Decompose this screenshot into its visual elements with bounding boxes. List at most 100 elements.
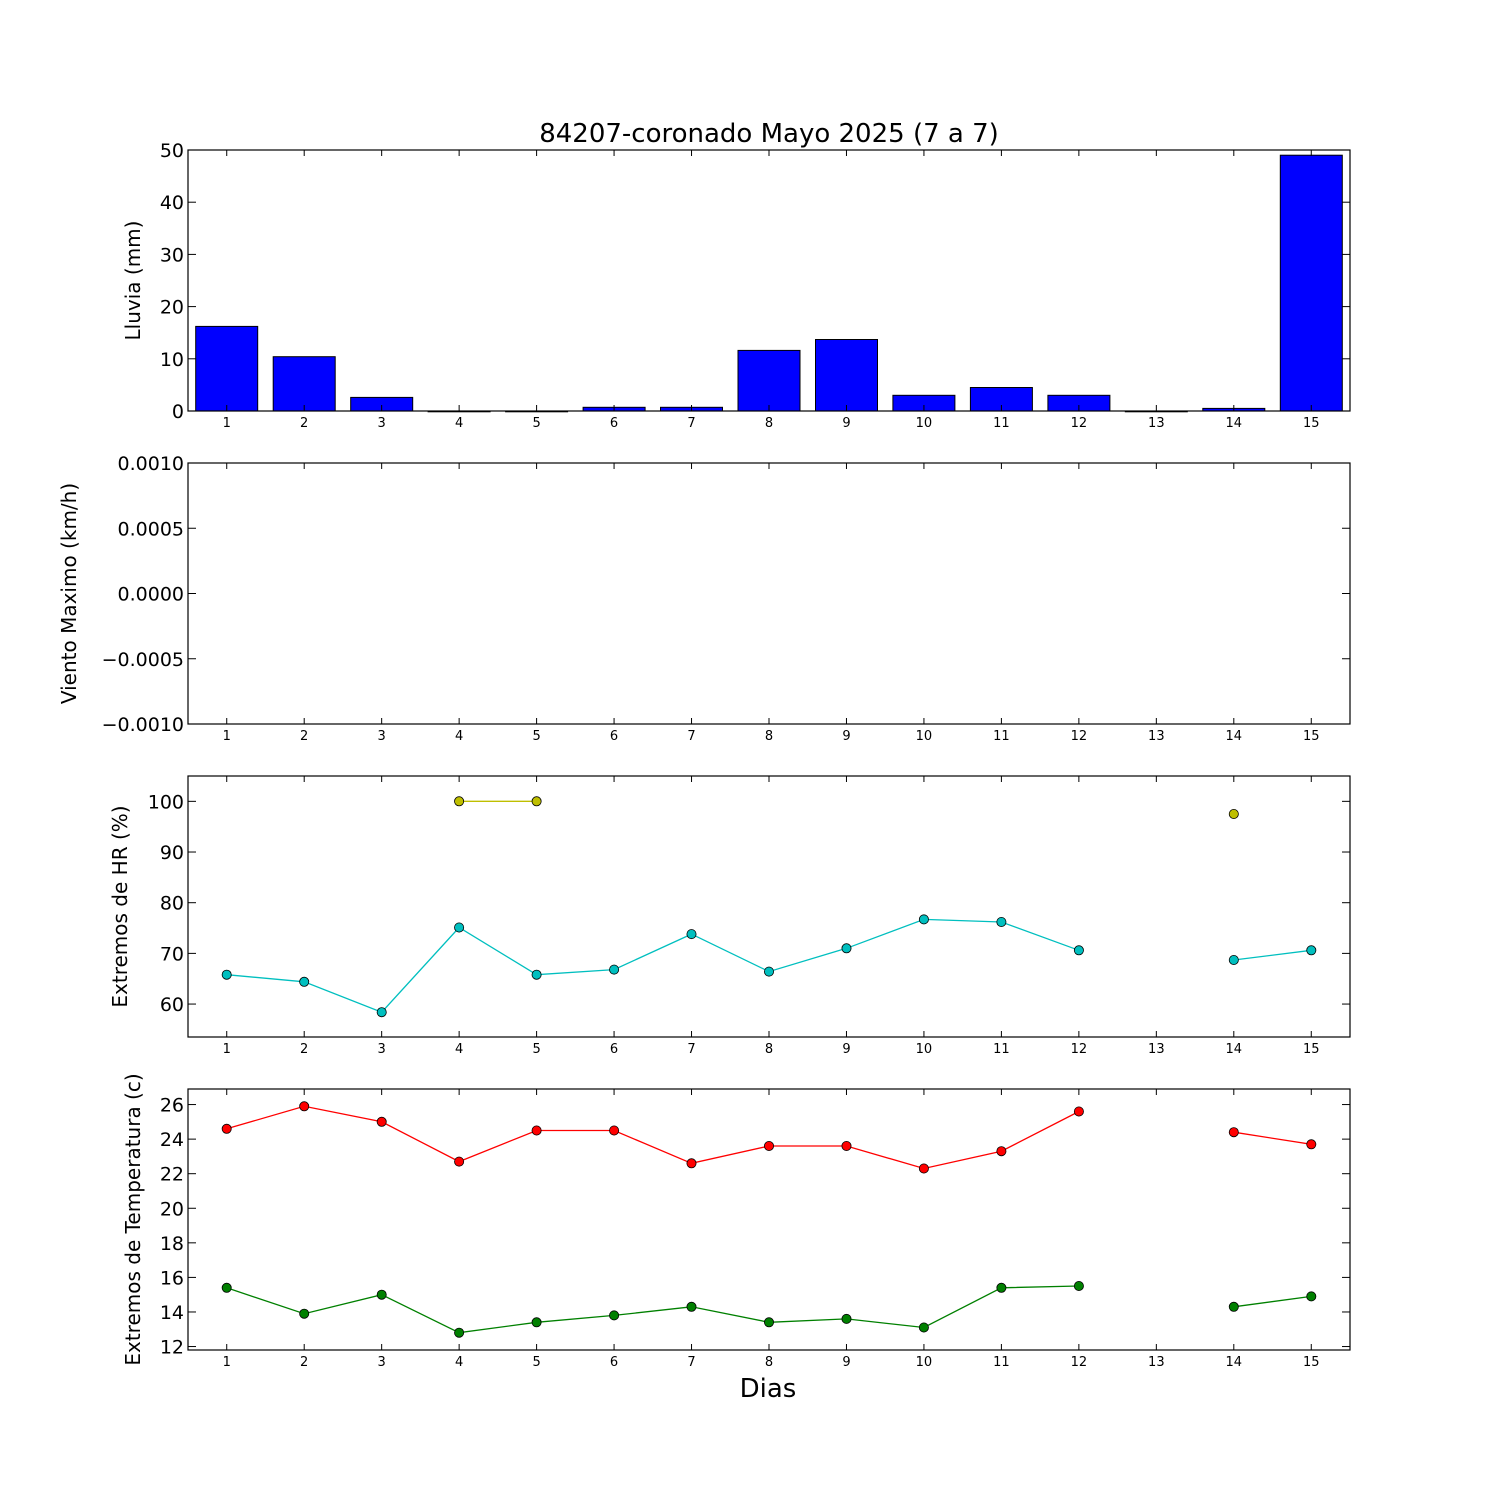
data-point: [221, 1123, 232, 1134]
bar: [272, 356, 336, 412]
y-tick-label: 18: [160, 1233, 184, 1255]
y-tick-label: 14: [160, 1302, 184, 1324]
data-point: [454, 1156, 465, 1167]
x-tick-label: 9: [842, 416, 850, 431]
x-tick-label: 5: [532, 416, 540, 431]
data-point: [918, 1322, 929, 1333]
x-tick-label: 14: [1226, 1042, 1243, 1057]
x-tick-label: 3: [378, 1042, 386, 1057]
y-tick-label: 50: [160, 140, 184, 162]
x-tick-label: 14: [1226, 416, 1243, 431]
x-tick-label: 3: [378, 729, 386, 744]
panel-4: 1 2 3 4 5 6 7 8 9 10 11 12 13 14 151214161820222426Ext…: [121, 1073, 1351, 1370]
series-line: [1233, 1131, 1312, 1145]
data-point: [609, 1310, 620, 1321]
data-point: [686, 1158, 697, 1169]
y-tick-label: 20: [160, 1198, 184, 1220]
data-point: [531, 1317, 542, 1328]
x-axis-label: Dias: [740, 1374, 797, 1404]
x-tick-label: 11: [993, 1042, 1010, 1057]
bar: [737, 349, 801, 412]
y-tick-label: 16: [160, 1267, 184, 1289]
x-tick-label: 8: [765, 416, 773, 431]
x-tick-label: 15: [1303, 1042, 1320, 1057]
y-tick-label: 40: [160, 192, 184, 214]
x-tick-label: 3: [378, 1355, 386, 1370]
data-point: [609, 964, 620, 975]
data-point: [454, 1327, 465, 1338]
data-point: [841, 1313, 852, 1324]
x-tick-label: 7: [687, 1355, 695, 1370]
x-tick-label: 14: [1226, 729, 1243, 744]
y-tick-label: 30: [160, 244, 184, 266]
x-tick-label: 7: [687, 416, 695, 431]
data-point: [376, 1007, 387, 1018]
axes-frame: [187, 1088, 1351, 1351]
data-point: [1228, 1127, 1239, 1138]
data-point: [686, 929, 697, 940]
y-tick-label: 90: [160, 842, 184, 864]
x-tick-label: 4: [455, 729, 463, 744]
x-tick-label: 13: [1148, 1355, 1165, 1370]
bar: [1279, 154, 1343, 412]
series-line: [1233, 1295, 1312, 1308]
data-point: [531, 1125, 542, 1136]
x-tick-label: 6: [610, 729, 618, 744]
y-axis-label: Viento Maximo (km/h): [57, 483, 81, 704]
x-tick-label: 13: [1148, 729, 1165, 744]
x-tick-label: 5: [532, 1042, 540, 1057]
axes-frame: [187, 462, 1351, 725]
x-tick-label: 5: [532, 729, 540, 744]
data-point: [1073, 945, 1084, 956]
data-point: [376, 1116, 387, 1127]
series-line: [226, 918, 1080, 1013]
bar: [815, 339, 878, 412]
x-tick-label: 4: [455, 1042, 463, 1057]
x-tick-label: 3: [378, 416, 386, 431]
data-point: [454, 922, 465, 933]
y-tick-label: 0.0005: [118, 518, 184, 540]
data-point: [996, 1146, 1007, 1157]
x-tick-label: 13: [1148, 1042, 1165, 1057]
x-tick-label: 9: [842, 729, 850, 744]
x-tick-label: 12: [1071, 1355, 1088, 1370]
data-point: [1306, 1291, 1317, 1302]
x-tick-label: 11: [993, 729, 1010, 744]
y-tick-label: 70: [160, 943, 184, 965]
x-tick-label: 1: [223, 416, 231, 431]
x-tick-label: 6: [610, 1042, 618, 1057]
data-point: [841, 943, 852, 954]
series-line: [1233, 949, 1312, 961]
data-point: [1228, 809, 1239, 820]
y-tick-label: 80: [160, 893, 184, 915]
x-tick-label: 1: [223, 729, 231, 744]
x-tick-label: 15: [1303, 729, 1320, 744]
y-tick-label: 0.0010: [118, 453, 184, 475]
series-line: [226, 1105, 1080, 1170]
x-tick-label: 2: [300, 416, 308, 431]
x-tick-label: 1: [223, 1355, 231, 1370]
y-axis-label: Extremos de HR (%): [108, 805, 132, 1007]
panel-3: 1 2 3 4 5 6 7 8 9 10 11 12 13 14 1560708090100Extremos…: [108, 775, 1351, 1057]
data-point: [764, 1317, 775, 1328]
y-tick-label: 100: [148, 791, 184, 813]
x-tick-label: 6: [610, 416, 618, 431]
data-point: [454, 796, 465, 807]
x-tick-label: 14: [1226, 1355, 1243, 1370]
x-tick-label: 4: [455, 416, 463, 431]
series-line: [226, 1285, 1079, 1334]
axes-frame: [187, 775, 1351, 1038]
y-tick-label: 26: [160, 1095, 184, 1117]
y-tick-label: 0.0000: [118, 584, 184, 606]
x-tick-label: 5: [532, 1355, 540, 1370]
x-tick-label: 2: [300, 1042, 308, 1057]
data-point: [764, 966, 775, 977]
data-point: [299, 976, 310, 987]
x-tick-label: 2: [300, 1355, 308, 1370]
chart-title: 84207-coronado Mayo 2025 (7 a 7): [539, 119, 999, 149]
data-point: [918, 914, 929, 925]
x-tick-label: 11: [993, 416, 1010, 431]
x-tick-label: 7: [687, 729, 695, 744]
x-tick-label: 10: [916, 1042, 933, 1057]
